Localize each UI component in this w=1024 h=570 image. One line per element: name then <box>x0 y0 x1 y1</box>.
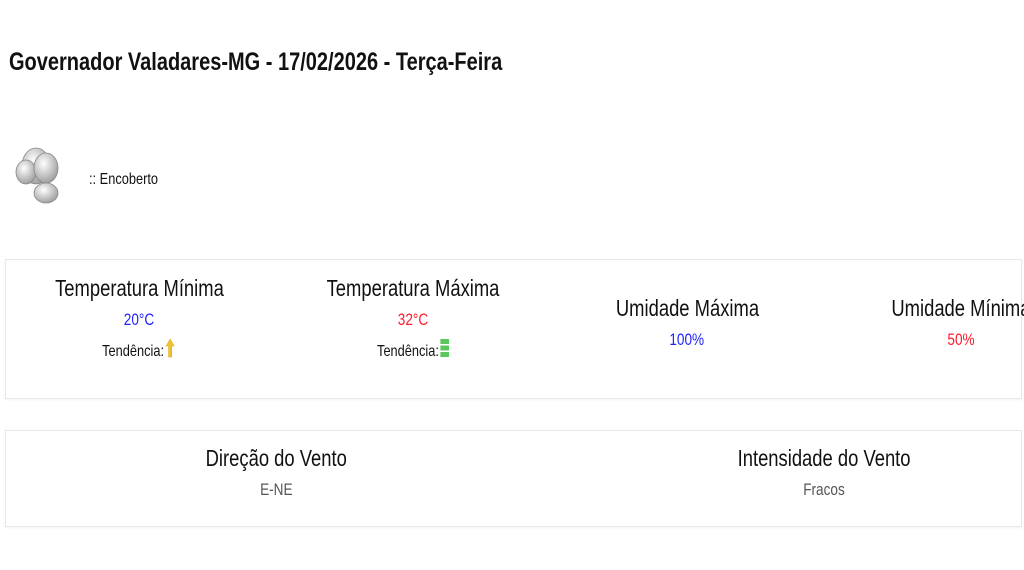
value: 50% <box>947 330 975 349</box>
min-humidity: Umidade Mínima 50% <box>811 295 1024 350</box>
page-title: Governador Valadares-MG - 17/02/2026 - T… <box>9 48 503 76</box>
value: 100% <box>669 330 705 349</box>
temperature-humidity-panel: Temperatura Mínima 20°C Tendência: Tempe… <box>5 259 1024 399</box>
condition-text: :: Encoberto <box>89 171 159 188</box>
value: Fracos <box>803 480 845 499</box>
value: 20°C <box>123 310 155 329</box>
overcast-cloud-icon <box>15 147 59 204</box>
arrow-up-icon <box>166 338 176 358</box>
label: Umidade Mínima <box>891 295 1024 321</box>
max-temperature: Temperatura Máxima 32°C Tendência: <box>263 275 563 361</box>
trend-label: Tendência: <box>102 343 165 360</box>
label: Direção do Vento <box>205 445 347 471</box>
value: E-NE <box>259 480 293 499</box>
label: Temperatura Máxima <box>326 275 500 301</box>
wind-intensity: Intensidade do Vento Fracos <box>674 445 974 500</box>
wind-direction: Direção do Vento E-NE <box>126 445 426 500</box>
label: Umidade Máxima <box>615 295 759 321</box>
value: 32°C <box>397 310 429 329</box>
wind-panel: Direção do Vento E-NE Intensidade do Ven… <box>5 430 1022 527</box>
min-temperature: Temperatura Mínima 20°C Tendência: <box>0 275 289 361</box>
max-humidity: Umidade Máxima 100% <box>537 295 837 350</box>
trend-label: Tendência: <box>376 343 439 360</box>
label: Temperatura Mínima <box>54 275 224 301</box>
label: Intensidade do Vento <box>737 445 911 471</box>
stable-icon <box>440 339 450 357</box>
